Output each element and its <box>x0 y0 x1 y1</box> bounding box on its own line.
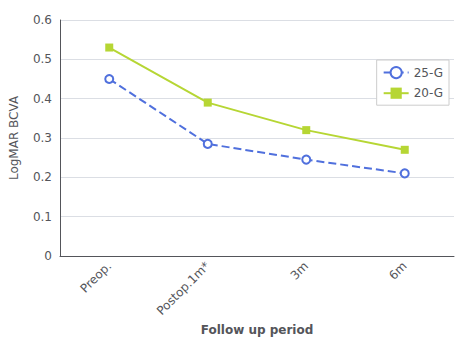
svg-text:Preop.: Preop. <box>78 259 115 296</box>
svg-text:Postop.1m*: Postop.1m* <box>154 259 213 318</box>
svg-text:LogMAR BCVA: LogMAR BCVA <box>7 95 21 180</box>
svg-text:0.1: 0.1 <box>33 210 52 224</box>
svg-text:Follow up period: Follow up period <box>201 323 314 337</box>
svg-text:3m: 3m <box>288 259 312 283</box>
svg-text:0.2: 0.2 <box>33 170 52 184</box>
svg-text:0.3: 0.3 <box>33 131 52 145</box>
svg-text:6m: 6m <box>386 259 410 283</box>
svg-text:0.5: 0.5 <box>33 52 52 66</box>
svg-text:0.6: 0.6 <box>33 13 52 27</box>
svg-text:20-G: 20-G <box>414 86 443 100</box>
svg-text:0.4: 0.4 <box>33 92 52 106</box>
svg-text:25-G: 25-G <box>414 66 443 80</box>
svg-text:0: 0 <box>44 249 52 263</box>
